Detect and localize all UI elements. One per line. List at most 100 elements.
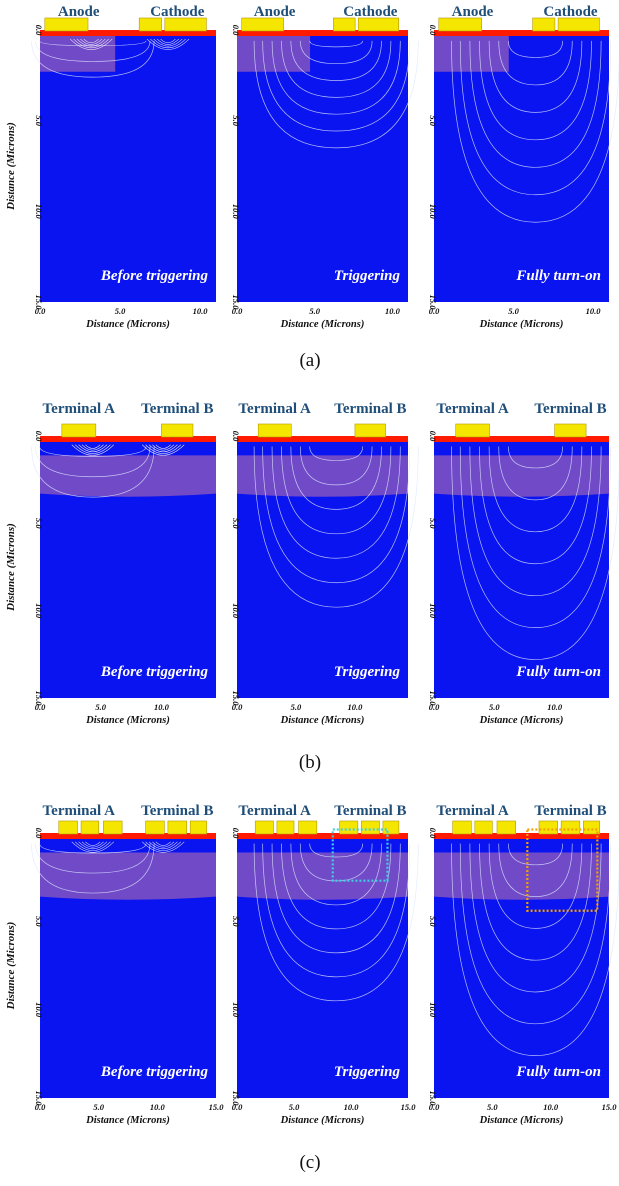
potential-contour bbox=[469, 843, 602, 993]
subfigure-label: (c) bbox=[299, 1152, 320, 1173]
junction-contour bbox=[152, 841, 175, 848]
metal-contact bbox=[452, 820, 472, 835]
y-tick-label: 15.0 bbox=[231, 691, 241, 707]
terminal-left-label: Terminal A bbox=[238, 401, 311, 417]
metal-contact bbox=[583, 820, 600, 835]
terminal-left-label: Terminal A bbox=[238, 803, 311, 819]
potential-contour bbox=[508, 843, 563, 866]
n-well-region bbox=[40, 838, 216, 853]
subfigure-label: (b) bbox=[299, 752, 321, 773]
potential-contour bbox=[309, 40, 364, 48]
p-well-region bbox=[237, 455, 408, 497]
y-tick-label: 15.0 bbox=[428, 1091, 438, 1107]
metal-contact bbox=[276, 820, 295, 835]
junction-contour bbox=[155, 841, 171, 846]
x-tick-label: 0.0 bbox=[429, 306, 440, 316]
p-well-region bbox=[40, 852, 216, 900]
x-tick-label: 10.0 bbox=[154, 702, 170, 712]
metal-contact bbox=[80, 820, 99, 835]
terminal-right-label: Terminal B bbox=[534, 401, 606, 417]
highlight-box-orange bbox=[526, 828, 599, 912]
terminal-left-label: Terminal A bbox=[43, 401, 116, 417]
junction-contour bbox=[81, 841, 104, 848]
metal-contact bbox=[189, 820, 207, 835]
panel-b-3: Terminal A Terminal B0.05.010.015.00.0 5.0… bbox=[428, 401, 619, 726]
metal-contact bbox=[254, 820, 274, 835]
junction-contour bbox=[153, 38, 183, 47]
n-well-region bbox=[434, 838, 609, 853]
terminal-left-label: Anode bbox=[254, 4, 296, 20]
potential-contour bbox=[290, 843, 382, 906]
x-axis-label: Distance (Microns) bbox=[479, 715, 564, 726]
junction-contour bbox=[148, 841, 178, 850]
y-tick-label: 10.0 bbox=[428, 603, 438, 619]
potential-contour bbox=[31, 40, 155, 78]
surface-layer bbox=[237, 436, 408, 442]
x-tick-label: 10.0 bbox=[543, 1102, 559, 1112]
panel-b-2: Terminal A Terminal B0.05.010.015.00.0 5.0… bbox=[231, 401, 419, 726]
state-label: Fully turn-on bbox=[515, 268, 601, 284]
metal-contact bbox=[339, 820, 359, 835]
metal-contact bbox=[357, 17, 399, 32]
x-axis-label: Distance (Microns) bbox=[479, 1115, 564, 1126]
junction-contour bbox=[150, 38, 186, 49]
y-tick-label: 5.0 bbox=[231, 916, 241, 927]
x-tick-label: 5.0 bbox=[291, 702, 302, 712]
p-well-region bbox=[237, 852, 408, 900]
n-well-region bbox=[40, 441, 216, 456]
junction-contour bbox=[141, 444, 185, 456]
x-tick-label: 0.0 bbox=[232, 1102, 243, 1112]
x-tick-label: 10.0 bbox=[344, 1102, 360, 1112]
x-axis-label: Distance (Microns) bbox=[280, 1115, 365, 1126]
panel-c-2: Terminal A Terminal B0.05.010.015.00.0 5.0… bbox=[231, 803, 419, 1126]
x-tick-label: 10.0 bbox=[547, 702, 563, 712]
potential-contour bbox=[508, 40, 563, 58]
y-tick-label: 0.0 bbox=[34, 828, 44, 839]
x-axis-label: Distance (Microns) bbox=[280, 319, 365, 330]
y-tick-label: 5.0 bbox=[428, 115, 438, 126]
x-axis-label: Distance (Microns) bbox=[85, 1115, 170, 1126]
metal-contact bbox=[557, 17, 600, 32]
metal-contact bbox=[438, 17, 483, 32]
potential-contour bbox=[253, 446, 419, 608]
x-tick-label: 0.0 bbox=[232, 702, 243, 712]
potential-contour bbox=[309, 446, 364, 461]
junction-contour bbox=[160, 38, 176, 44]
junction-contour bbox=[78, 841, 108, 850]
p-well-region bbox=[434, 852, 609, 900]
potential-contour bbox=[299, 446, 373, 486]
metal-contact bbox=[455, 423, 490, 438]
potential-contour bbox=[459, 40, 612, 196]
junction-contour bbox=[69, 38, 113, 50]
potential-contour bbox=[479, 843, 592, 961]
potential-contour bbox=[290, 40, 382, 81]
figure-row-b: Terminal A Terminal B0.05.010.015.00.0 5.0… bbox=[5, 401, 619, 773]
metal-contact bbox=[554, 423, 587, 438]
x-tick-label: 0.0 bbox=[35, 306, 46, 316]
terminal-right-label: Terminal B bbox=[141, 803, 213, 819]
metal-contact bbox=[538, 820, 558, 835]
potential-contour bbox=[479, 446, 592, 565]
y-tick-label: 10.0 bbox=[428, 1002, 438, 1018]
potential-contour bbox=[290, 446, 382, 510]
metal-contact bbox=[257, 423, 292, 438]
metal-contact bbox=[298, 820, 318, 835]
surface-layer bbox=[434, 436, 609, 442]
metal-contact bbox=[44, 17, 89, 32]
x-tick-label: 15.0 bbox=[401, 1102, 417, 1112]
surface-layer bbox=[40, 833, 216, 839]
y-axis-label: Distance (Microns) bbox=[5, 122, 17, 211]
x-tick-label: 0.0 bbox=[232, 306, 243, 316]
y-tick-label: 5.0 bbox=[34, 115, 44, 126]
potential-contour bbox=[459, 446, 612, 628]
y-tick-label: 0.0 bbox=[428, 25, 438, 36]
x-tick-label: 10.0 bbox=[150, 1102, 166, 1112]
potential-contour bbox=[498, 446, 573, 501]
p-well-region bbox=[434, 35, 509, 72]
metal-contact bbox=[138, 17, 162, 32]
potential-contour bbox=[253, 40, 419, 149]
potential-contour bbox=[31, 446, 155, 498]
x-tick-label: 5.0 bbox=[93, 1102, 104, 1112]
x-tick-label: 5.0 bbox=[309, 306, 320, 316]
